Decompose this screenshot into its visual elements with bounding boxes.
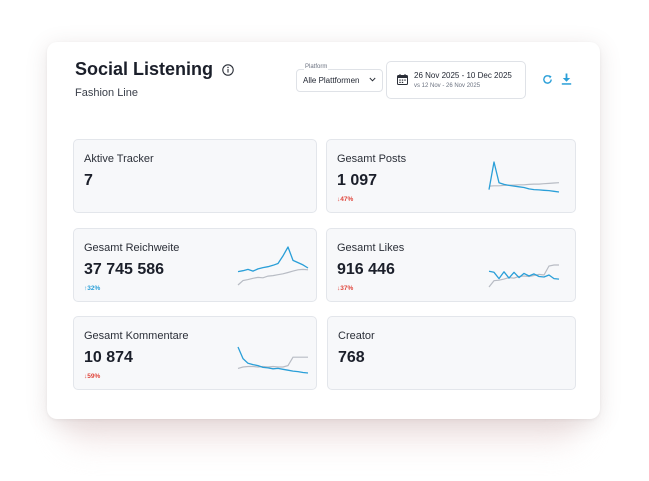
sparkline-current-period — [488, 270, 560, 280]
kpi-change: ↑32% — [84, 285, 101, 292]
kpi-card-total-posts[interactable]: Gesamt Posts 1 097 ↓47% — [326, 139, 576, 213]
compare-range-value: vs 12 Nov - 26 Nov 2025 — [414, 83, 481, 89]
date-range-picker[interactable]: 26 Nov 2025 - 10 Dec 2025 vs 12 Nov - 26… — [386, 61, 526, 99]
kpi-label: Gesamt Reichweite — [84, 242, 180, 254]
kpi-label: Gesamt Likes — [337, 242, 405, 254]
kpi-card-total-comments[interactable]: Gesamt Kommentare 10 874 ↓59% — [73, 316, 317, 390]
chevron-down-icon — [369, 77, 376, 82]
date-range-value: 26 Nov 2025 - 10 Dec 2025 — [414, 71, 512, 80]
sparkline-current-period — [237, 346, 309, 374]
page-subtitle: Fashion Line — [75, 87, 138, 99]
sparkline-likes — [488, 264, 560, 288]
dashboard-panel: Social Listening Fashion Line Platform A… — [47, 42, 600, 419]
sparkline-current-period — [488, 161, 560, 193]
platform-select-value: Alle Plattformen — [303, 76, 360, 85]
refresh-icon[interactable] — [542, 74, 553, 85]
kpi-card-active-trackers[interactable]: Aktive Tracker 7 — [73, 139, 317, 213]
kpi-value: 10 874 — [84, 349, 133, 366]
kpi-value: 916 446 — [337, 261, 395, 278]
kpi-change: ↓47% — [337, 196, 354, 203]
kpi-label: Aktive Tracker — [84, 153, 154, 165]
sparkline-current-period — [237, 246, 309, 273]
kpi-value: 768 — [338, 349, 365, 366]
kpi-label: Gesamt Posts — [337, 153, 407, 165]
kpi-value: 1 097 — [337, 172, 378, 189]
kpi-card-total-likes[interactable]: Gesamt Likes 916 446 ↓37% — [326, 228, 576, 302]
kpi-value: 37 745 586 — [84, 261, 165, 278]
platform-select-caption: Platform — [304, 64, 329, 70]
page-title: Social Listening — [75, 59, 214, 79]
platform-select[interactable]: Platform Alle Plattformen — [296, 64, 383, 92]
kpi-label: Gesamt Kommentare — [84, 330, 189, 342]
sparkline-previous-period — [488, 264, 559, 288]
sparkline-posts — [488, 161, 560, 193]
kpi-change: ↓59% — [84, 373, 101, 380]
sparkline-previous-period — [237, 268, 309, 286]
sparkline-previous-period — [488, 182, 560, 187]
download-icon[interactable] — [561, 73, 572, 85]
sparkline-reach — [237, 246, 309, 286]
sparkline-comments — [237, 346, 309, 374]
kpi-change: ↓37% — [337, 285, 354, 292]
kpi-value: 7 — [84, 172, 93, 189]
kpi-card-total-reach[interactable]: Gesamt Reichweite 37 745 586 ↑32% — [73, 228, 317, 302]
calendar-icon — [397, 74, 408, 85]
kpi-card-creators[interactable]: Creator 768 — [327, 316, 576, 390]
sparkline-previous-period — [237, 356, 308, 369]
info-icon[interactable] — [222, 64, 234, 76]
kpi-label: Creator — [338, 330, 375, 342]
